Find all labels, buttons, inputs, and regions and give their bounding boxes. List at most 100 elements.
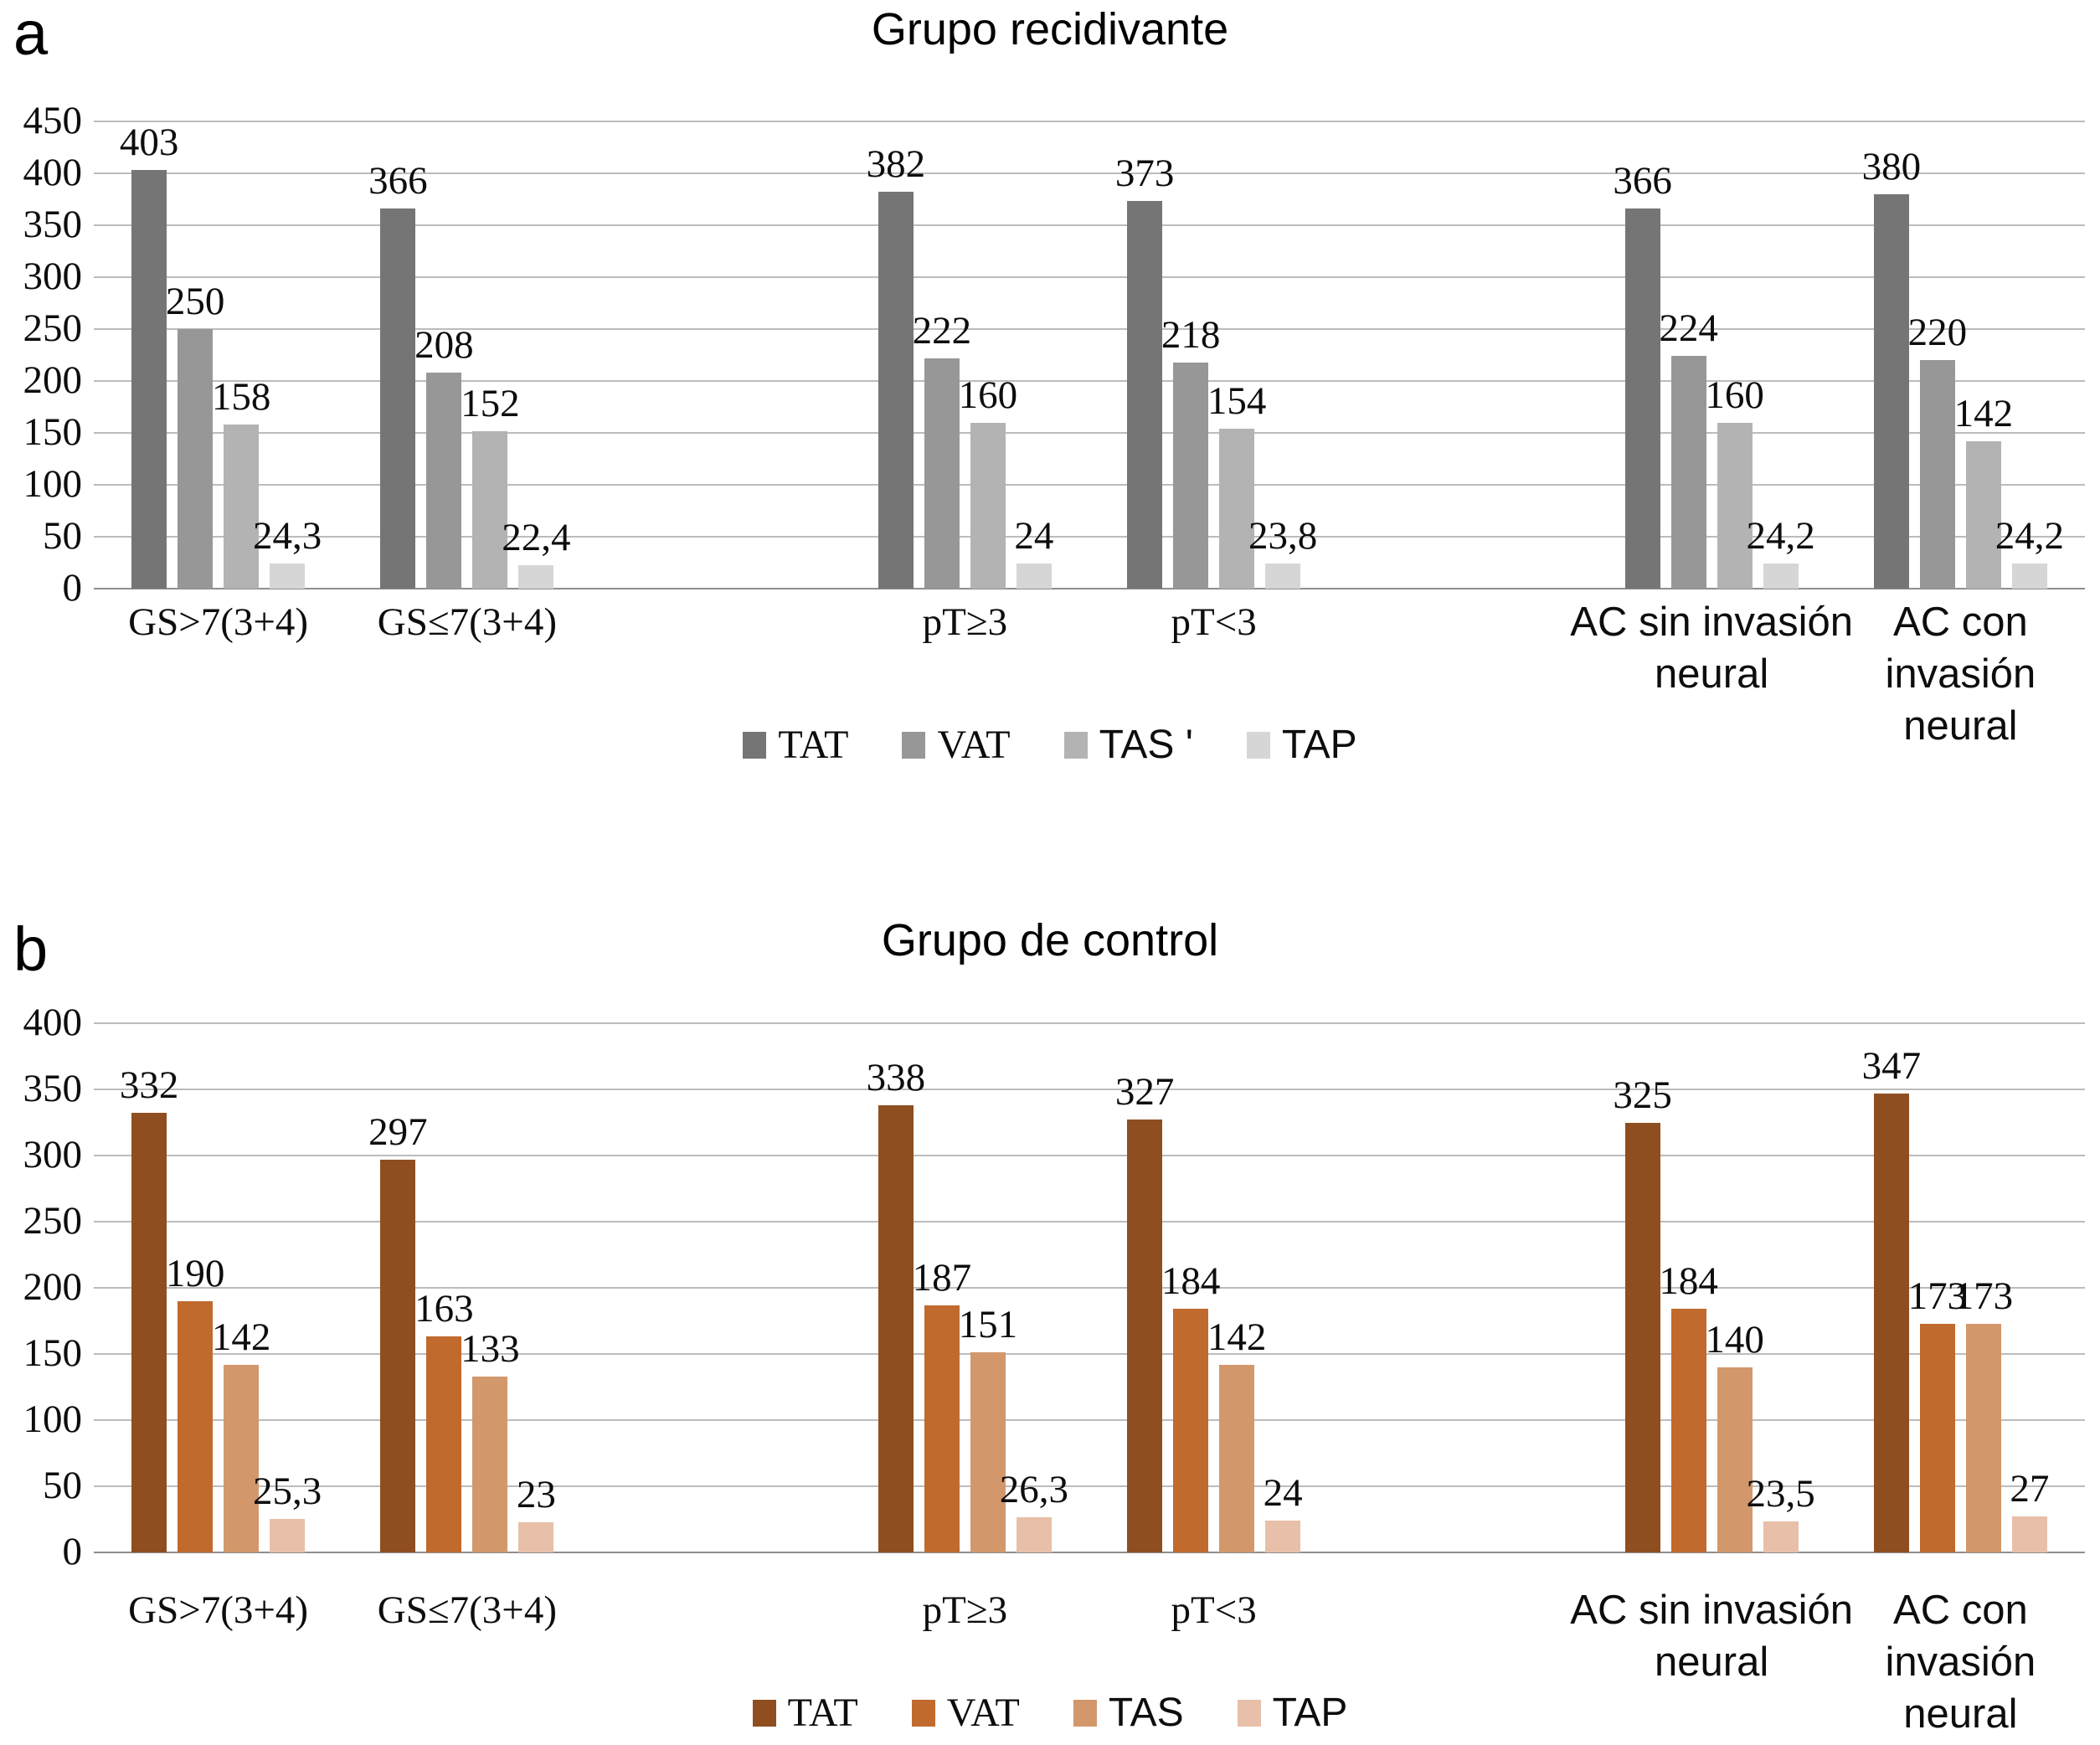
bar-vat bbox=[924, 358, 960, 589]
bar-vat bbox=[1670, 1309, 1706, 1552]
bar-value-label: 327 bbox=[1114, 1070, 1175, 1114]
bar-tap bbox=[1016, 1517, 1052, 1552]
bar-tat bbox=[1127, 201, 1163, 589]
bar-vat bbox=[178, 329, 214, 589]
bar-tap bbox=[1265, 564, 1301, 589]
gridline bbox=[94, 328, 2085, 330]
x-axis-line bbox=[94, 588, 2085, 589]
x-category-label-line: neural bbox=[1655, 1639, 1769, 1685]
bar-tat bbox=[1127, 1120, 1163, 1552]
bar-tap bbox=[270, 563, 306, 589]
gridline bbox=[94, 1419, 2085, 1421]
legend-item-tap: TAP bbox=[1246, 722, 1357, 769]
bar-value-label: 332 bbox=[119, 1063, 179, 1108]
bar-vat bbox=[1670, 356, 1706, 589]
legend-marker-tap bbox=[1237, 1700, 1261, 1727]
gridline bbox=[94, 1022, 2085, 1024]
chart-title-a: Grupo recidivante bbox=[871, 4, 1229, 54]
bar-value-label: 142 bbox=[1953, 391, 2014, 435]
bar-value-label: 184 bbox=[1659, 1259, 1718, 1304]
legend-marker-tap bbox=[1246, 732, 1270, 759]
y-tick-label: 450 bbox=[23, 99, 83, 142]
bar-vat bbox=[426, 373, 462, 589]
x-category-label-line: GS>7(3+4) bbox=[128, 600, 309, 644]
bar-tat bbox=[380, 208, 416, 589]
gridline bbox=[94, 1287, 2085, 1289]
bar-value-label: 133 bbox=[461, 1326, 520, 1371]
gridline bbox=[94, 1089, 2085, 1090]
legend-item-vat: VAT bbox=[911, 1690, 1020, 1737]
bar-vat bbox=[924, 1305, 960, 1552]
bar-value-label: 26,3 bbox=[999, 1468, 1068, 1512]
x-category-label-line: pT<3 bbox=[1171, 600, 1257, 644]
x-category-label: pT≥3 bbox=[923, 1584, 1008, 1636]
y-tick-label: 100 bbox=[23, 462, 83, 506]
x-category-label-line: pT≥3 bbox=[922, 600, 1008, 644]
bar-value-label: 23 bbox=[516, 1472, 556, 1516]
legend-item-tas: TAS bbox=[1073, 1690, 1184, 1737]
bar-value-label: 380 bbox=[1861, 144, 1922, 188]
bar-value-label: 338 bbox=[866, 1055, 926, 1099]
bar-value-label: 23,8 bbox=[1248, 514, 1318, 559]
bar-tap bbox=[2011, 563, 2047, 589]
x-category-label: pT<3 bbox=[1171, 596, 1257, 648]
gridline bbox=[94, 536, 2085, 538]
x-category-label-line: AC con bbox=[1893, 600, 2028, 645]
gridline bbox=[94, 1353, 2085, 1355]
bar-tat bbox=[1624, 1122, 1660, 1552]
bar-tas bbox=[970, 1352, 1006, 1552]
bar-value-label: 190 bbox=[165, 1251, 225, 1295]
x-category-label: pT<3 bbox=[1171, 1584, 1257, 1636]
legend-item-vat: VAT bbox=[902, 722, 1011, 769]
bar-tat bbox=[1873, 1093, 1909, 1552]
bar-tap bbox=[270, 1519, 306, 1552]
bar-tat bbox=[131, 170, 167, 589]
x-category-label: AC sin invasión neural bbox=[1570, 596, 1853, 700]
bar-value-label: 373 bbox=[1114, 152, 1175, 196]
x-category-label-line: pT≥3 bbox=[922, 1588, 1008, 1632]
gridline bbox=[94, 172, 2085, 174]
x-category-label-line: invasión bbox=[1885, 651, 2036, 697]
y-tick-label: 250 bbox=[23, 1199, 83, 1243]
legend-label: TAS ' bbox=[1099, 723, 1193, 767]
bar-value-label: 163 bbox=[414, 1287, 474, 1331]
bar-value-label: 151 bbox=[958, 1303, 1018, 1347]
bar-value-label: 184 bbox=[1161, 1259, 1221, 1304]
x-category-label: GS≤7(3+4) bbox=[378, 596, 557, 648]
x-category-label-line: invasión bbox=[1885, 1639, 2036, 1685]
bar-vat bbox=[426, 1336, 462, 1552]
bar-tap bbox=[1763, 1521, 1799, 1552]
bar-value-label: 382 bbox=[866, 142, 926, 187]
bar-value-label: 220 bbox=[1907, 311, 1968, 355]
legend-label: VAT bbox=[946, 1691, 1020, 1735]
bar-tas bbox=[1219, 429, 1255, 589]
legend-marker-tas bbox=[1063, 732, 1088, 759]
legend-label: TAT bbox=[778, 723, 849, 767]
bar-value-label: 140 bbox=[1705, 1317, 1764, 1362]
bar-value-label: 25,3 bbox=[253, 1470, 322, 1514]
bar-value-label: 27 bbox=[2010, 1467, 2050, 1511]
bar-tat bbox=[131, 1113, 167, 1552]
y-tick-label: 400 bbox=[23, 151, 83, 194]
legend-item-tat: TAT bbox=[752, 1690, 858, 1737]
bar-tas bbox=[1219, 1364, 1255, 1552]
bar-tas bbox=[224, 1364, 260, 1552]
y-tick-label: 350 bbox=[23, 1067, 83, 1110]
bar-value-label: 22,4 bbox=[502, 516, 571, 560]
bar-value-label: 224 bbox=[1659, 306, 1718, 351]
legend-item-tas: TAS ' bbox=[1063, 722, 1193, 769]
y-tick-label: 50 bbox=[43, 514, 82, 558]
legend-marker-vat bbox=[902, 732, 926, 759]
bar-value-label: 160 bbox=[958, 373, 1018, 417]
bar-vat bbox=[178, 1300, 214, 1552]
bar-value-label: 218 bbox=[1161, 312, 1221, 357]
gridline bbox=[94, 1155, 2085, 1156]
y-tick-label: 200 bbox=[23, 358, 83, 402]
bar-value-label: 250 bbox=[165, 280, 225, 323]
bar-value-label: 142 bbox=[211, 1315, 271, 1359]
panel-label-b: b bbox=[13, 914, 49, 984]
x-category-label: GS≤7(3+4) bbox=[378, 1584, 557, 1636]
gridline bbox=[94, 1221, 2085, 1223]
legend-label: VAT bbox=[937, 723, 1011, 767]
bar-tas bbox=[1965, 1323, 2001, 1552]
